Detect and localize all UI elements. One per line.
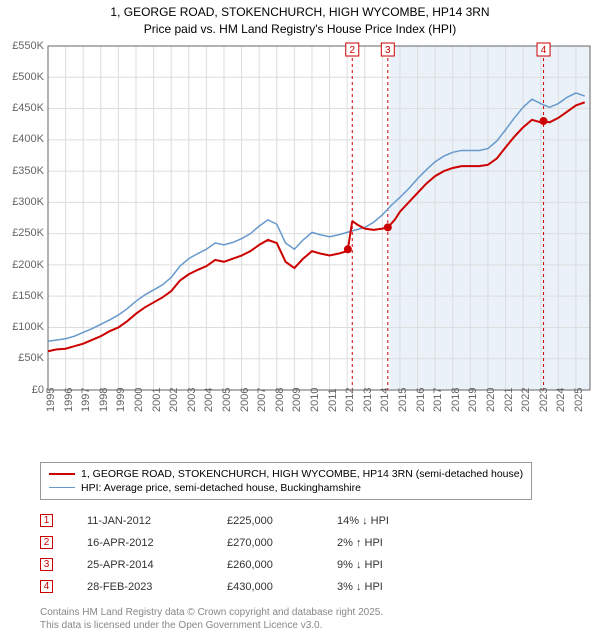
footer-line-1: Contains HM Land Registry data © Crown c… (40, 606, 600, 619)
transaction-price: £225,000 (227, 515, 337, 527)
x-axis-label: 2002 (168, 387, 180, 411)
legend-label: HPI: Average price, semi-detached house,… (81, 482, 361, 494)
transaction-date: 11-JAN-2012 (87, 515, 227, 527)
legend-swatch (49, 487, 75, 489)
x-axis-label: 2006 (239, 387, 251, 411)
x-axis-label: 2020 (485, 387, 497, 411)
svg-text:2: 2 (349, 45, 355, 56)
x-axis-label: 2001 (151, 387, 163, 411)
x-axis-label: 2021 (503, 387, 515, 411)
transaction-marker: 2 (40, 536, 53, 549)
chart-svg: 2 3 4 (0, 40, 600, 440)
x-axis-label: 2019 (467, 387, 479, 411)
x-axis-label: 2000 (133, 387, 145, 411)
transactions-table: 1 11-JAN-2012£225,00014% ↓ HPI 2 16-APR-201… (40, 510, 600, 598)
svg-text:3: 3 (385, 45, 391, 56)
transaction-price: £270,000 (227, 537, 337, 549)
y-axis-label: £450K (12, 102, 44, 114)
x-axis-label: 2008 (274, 387, 286, 411)
x-axis-label: 1997 (80, 387, 92, 411)
x-axis-label: 2016 (415, 387, 427, 411)
x-axis-label: 2004 (203, 387, 215, 411)
transaction-diff: 3% ↓ HPI (337, 581, 437, 593)
y-axis-label: £150K (12, 290, 44, 302)
svg-text:4: 4 (541, 45, 547, 56)
y-axis-label: £0 (32, 384, 44, 396)
x-axis-label: 2023 (538, 387, 550, 411)
transaction-row: 2 16-APR-2012£270,0002% ↑ HPI (40, 532, 600, 554)
transaction-date: 16-APR-2012 (87, 537, 227, 549)
transaction-row: 4 28-FEB-2023£430,0003% ↓ HPI (40, 576, 600, 598)
x-axis-label: 2014 (379, 387, 391, 411)
y-axis-label: £200K (12, 259, 44, 271)
transaction-diff: 2% ↑ HPI (337, 537, 437, 549)
transaction-row: 1 11-JAN-2012£225,00014% ↓ HPI (40, 510, 600, 532)
x-axis-label: 2009 (291, 387, 303, 411)
legend-row: HPI: Average price, semi-detached house,… (49, 481, 523, 495)
chart-container: 1, GEORGE ROAD, STOKENCHURCH, HIGH WYCOM… (0, 0, 600, 632)
y-axis-label: £50K (18, 352, 44, 364)
transaction-date: 28-FEB-2023 (87, 581, 227, 593)
legend-label: 1, GEORGE ROAD, STOKENCHURCH, HIGH WYCOM… (81, 468, 523, 480)
x-axis-label: 2007 (256, 387, 268, 411)
transaction-date: 25-APR-2014 (87, 559, 227, 571)
x-axis-label: 2018 (450, 387, 462, 411)
y-axis-label: £500K (12, 71, 44, 83)
transaction-marker: 1 (40, 514, 53, 527)
y-axis-label: £250K (12, 227, 44, 239)
transaction-price: £430,000 (227, 581, 337, 593)
transaction-diff: 9% ↓ HPI (337, 559, 437, 571)
x-axis-label: 2012 (344, 387, 356, 411)
legend: 1, GEORGE ROAD, STOKENCHURCH, HIGH WYCOM… (40, 462, 532, 500)
y-axis-label: £550K (12, 40, 44, 52)
x-axis-label: 2017 (432, 387, 444, 411)
title-line-1: 1, GEORGE ROAD, STOKENCHURCH, HIGH WYCOM… (0, 4, 600, 21)
x-axis-label: 2010 (309, 387, 321, 411)
x-axis-label: 2024 (555, 387, 567, 411)
transaction-price: £260,000 (227, 559, 337, 571)
x-axis-label: 1995 (45, 387, 57, 411)
legend-row: 1, GEORGE ROAD, STOKENCHURCH, HIGH WYCOM… (49, 467, 523, 481)
x-axis-label: 1998 (98, 387, 110, 411)
transaction-marker: 4 (40, 580, 53, 593)
y-axis-label: £350K (12, 165, 44, 177)
x-axis-label: 1999 (115, 387, 127, 411)
transaction-row: 3 25-APR-2014£260,0009% ↓ HPI (40, 554, 600, 576)
x-axis-label: 2011 (327, 388, 339, 412)
y-axis-label: £100K (12, 321, 44, 333)
chart-area: 2 3 4 £0 £50K £100K £150K £200K £250K £300K £350K… (0, 40, 600, 440)
x-axis-label: 2013 (362, 387, 374, 411)
x-axis-label: 2005 (221, 387, 233, 411)
transaction-marker: 3 (40, 558, 53, 571)
x-axis-label: 2025 (573, 387, 585, 411)
y-axis-label: £400K (12, 133, 44, 145)
footer: Contains HM Land Registry data © Crown c… (40, 606, 600, 632)
x-axis-label: 1996 (63, 387, 75, 411)
x-axis-label: 2022 (520, 387, 532, 411)
title-block: 1, GEORGE ROAD, STOKENCHURCH, HIGH WYCOM… (0, 0, 600, 40)
x-axis-label: 2015 (397, 387, 409, 411)
transaction-diff: 14% ↓ HPI (337, 515, 437, 527)
footer-line-2: This data is licensed under the Open Gov… (40, 619, 600, 632)
title-line-2: Price paid vs. HM Land Registry's House … (0, 21, 600, 38)
legend-swatch (49, 473, 75, 475)
y-axis-label: £300K (12, 196, 44, 208)
x-axis-label: 2003 (186, 387, 198, 411)
